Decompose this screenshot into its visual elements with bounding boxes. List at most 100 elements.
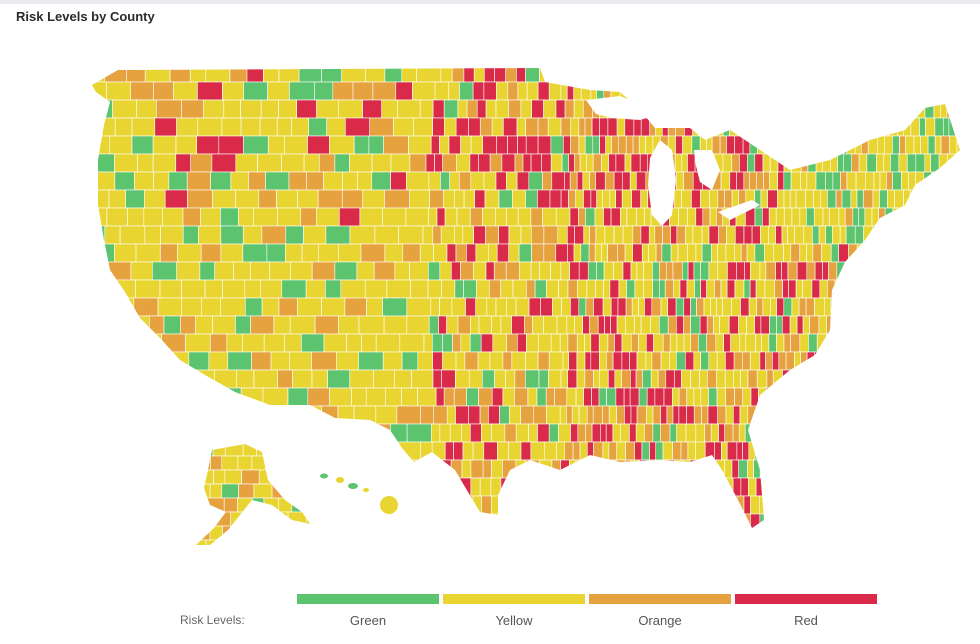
county-cell bbox=[290, 261, 313, 281]
county-cell bbox=[460, 495, 474, 515]
county-cell bbox=[718, 423, 725, 443]
county-cell bbox=[92, 315, 112, 335]
county-cell bbox=[949, 135, 958, 155]
county-cell bbox=[804, 405, 812, 425]
county-cell bbox=[578, 207, 586, 227]
county-cell bbox=[342, 171, 358, 191]
county-cell bbox=[578, 117, 586, 137]
county-cell bbox=[285, 459, 303, 479]
county-cell bbox=[747, 405, 757, 425]
county-cell bbox=[343, 513, 359, 528]
county-cell bbox=[570, 423, 579, 443]
county-cell bbox=[278, 497, 293, 513]
county-cell bbox=[864, 171, 875, 191]
county-cell bbox=[930, 153, 940, 173]
county-cell bbox=[886, 513, 897, 528]
county-cell bbox=[715, 369, 726, 389]
county-cell bbox=[334, 459, 353, 479]
county-cell bbox=[500, 315, 512, 335]
county-cell bbox=[844, 261, 854, 281]
county-cell bbox=[890, 333, 901, 353]
county-cell bbox=[607, 477, 618, 497]
county-cell bbox=[951, 351, 960, 371]
county-cell bbox=[872, 189, 880, 209]
county-cell bbox=[641, 495, 651, 515]
county-cell bbox=[494, 532, 503, 550]
county-cell bbox=[837, 532, 845, 550]
county-cell bbox=[630, 459, 640, 479]
county-cell bbox=[875, 459, 885, 479]
county-cell bbox=[842, 459, 852, 479]
county-cell bbox=[899, 441, 909, 461]
county-cell bbox=[671, 68, 682, 83]
alaska-map[interactable] bbox=[194, 442, 329, 554]
county-cell bbox=[862, 117, 873, 137]
county-cell bbox=[791, 153, 802, 173]
county-cell bbox=[390, 423, 408, 443]
county-cell bbox=[783, 207, 793, 227]
county-cell bbox=[755, 333, 762, 353]
county-cell bbox=[470, 459, 484, 479]
county-cell bbox=[450, 495, 462, 515]
county-cell bbox=[267, 135, 285, 155]
county-cell bbox=[305, 444, 310, 457]
county-cell bbox=[90, 532, 113, 550]
county-cell bbox=[578, 532, 585, 550]
county-cell bbox=[910, 315, 920, 335]
county-cell bbox=[434, 513, 446, 528]
county-cell bbox=[850, 189, 858, 209]
county-cell bbox=[931, 513, 942, 528]
county-cell bbox=[522, 153, 532, 173]
county-cell bbox=[654, 225, 663, 245]
county-cell bbox=[210, 171, 232, 191]
county-cell bbox=[910, 423, 918, 443]
county-cell bbox=[335, 351, 359, 371]
county-cell bbox=[622, 68, 630, 83]
county-cell bbox=[940, 81, 948, 101]
county-cell bbox=[620, 207, 628, 227]
county-cell bbox=[183, 477, 206, 497]
hawaii-map[interactable] bbox=[320, 473, 398, 515]
county-cell bbox=[506, 333, 518, 353]
county-cell bbox=[939, 99, 948, 119]
county-cell bbox=[549, 189, 562, 209]
county-cell bbox=[524, 369, 540, 389]
county-cell bbox=[963, 532, 972, 550]
county-cell bbox=[706, 369, 717, 389]
county-cell bbox=[152, 261, 178, 281]
county-cell bbox=[499, 495, 511, 515]
county-cell bbox=[288, 351, 312, 371]
county-cell bbox=[630, 261, 638, 281]
county-cell bbox=[932, 68, 941, 83]
county-cell bbox=[612, 351, 623, 371]
county-cell bbox=[297, 189, 319, 209]
county-cell bbox=[765, 387, 773, 407]
county-cell bbox=[309, 441, 335, 461]
county-cell bbox=[443, 117, 457, 137]
county-cell bbox=[296, 99, 317, 119]
county-cell bbox=[372, 532, 387, 550]
county-cell bbox=[707, 405, 718, 425]
county-cell bbox=[717, 243, 727, 263]
county-cell bbox=[154, 117, 177, 137]
county-cell bbox=[654, 387, 665, 407]
county-cell bbox=[537, 117, 549, 137]
county-cell bbox=[92, 171, 116, 191]
county-cell bbox=[959, 387, 960, 407]
county-cell bbox=[951, 261, 960, 281]
county-cell bbox=[892, 171, 902, 191]
county-cell bbox=[710, 495, 720, 515]
county-cell bbox=[683, 171, 694, 191]
county-cell bbox=[236, 369, 255, 389]
county-cell bbox=[832, 171, 841, 191]
legend-bar-red bbox=[735, 594, 877, 604]
county-cell bbox=[476, 99, 487, 119]
county-cell bbox=[269, 261, 291, 281]
county-cell bbox=[646, 68, 657, 83]
county-cell bbox=[835, 189, 843, 209]
county-cell bbox=[635, 423, 645, 443]
county-cell bbox=[560, 189, 569, 209]
county-cell bbox=[208, 351, 229, 371]
